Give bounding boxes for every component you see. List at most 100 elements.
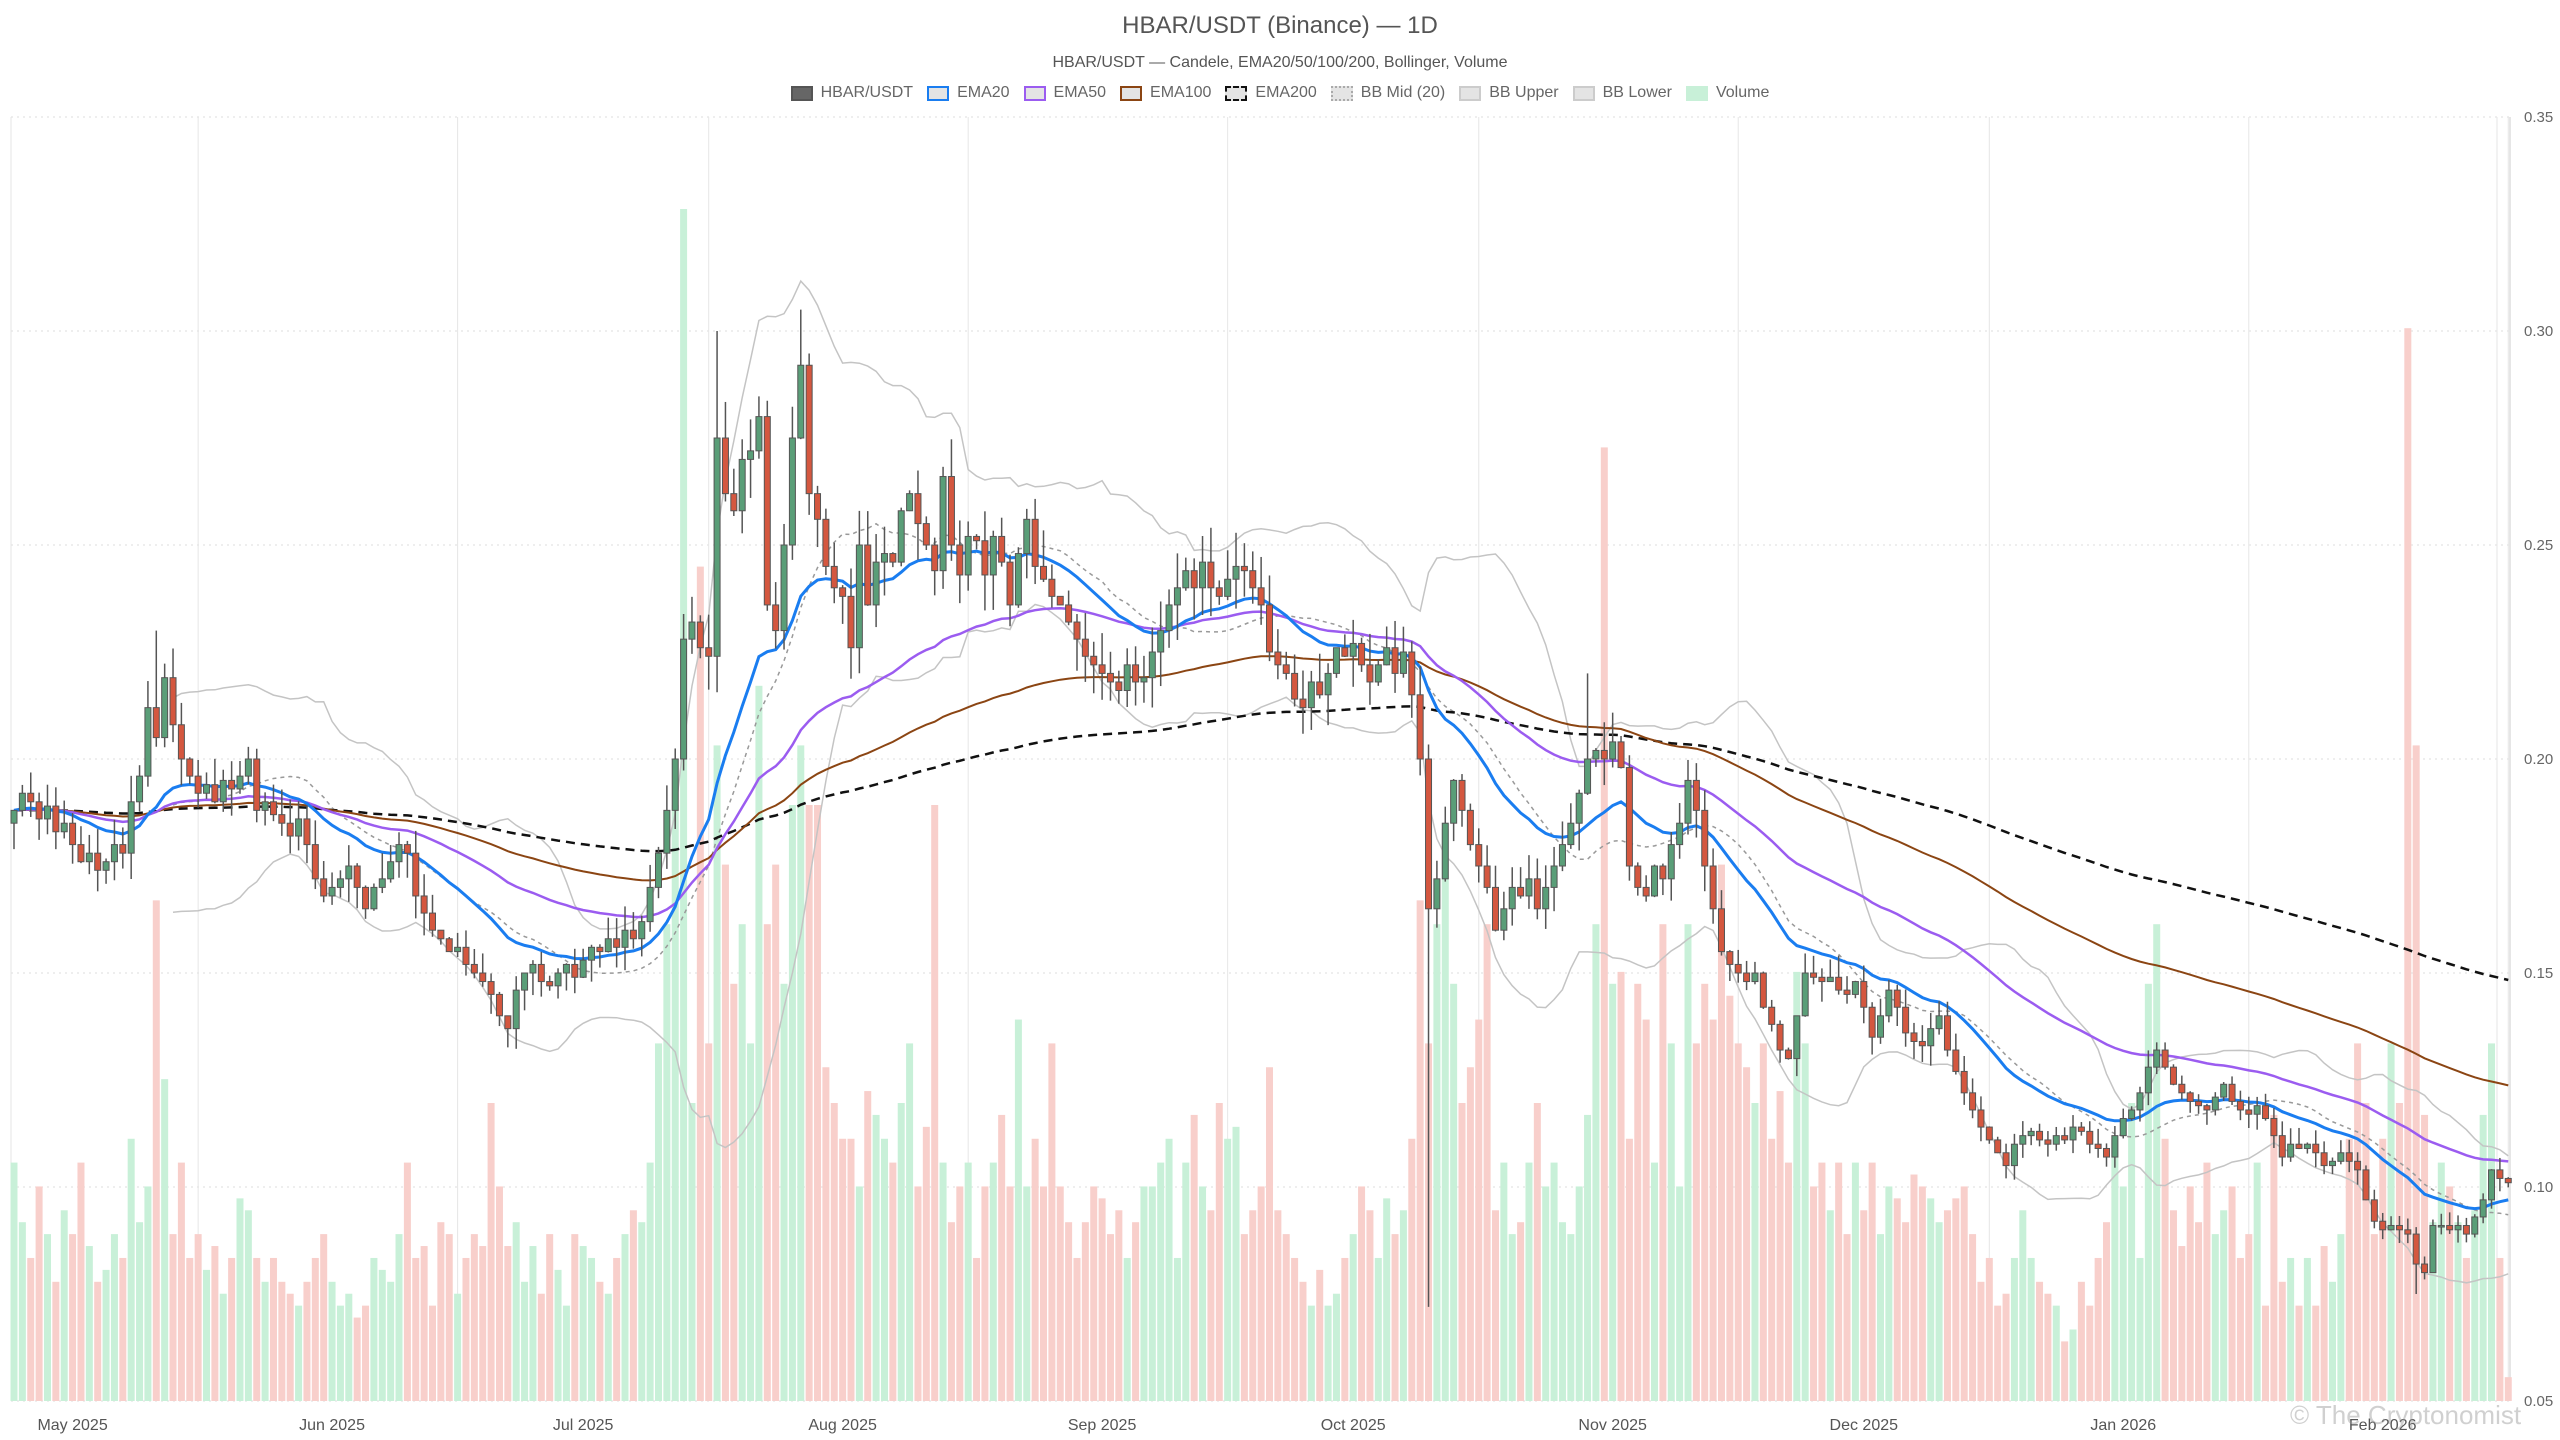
legend-item[interactable]: BB Lower bbox=[1572, 84, 1672, 102]
candle-body bbox=[763, 416, 771, 606]
candle-body bbox=[1282, 664, 1290, 674]
candle-body bbox=[2262, 1105, 2270, 1120]
candle bbox=[495, 991, 503, 1027]
legend-item[interactable]: Volume bbox=[1685, 84, 1769, 102]
candle-body bbox=[1056, 595, 1064, 606]
candle-body bbox=[127, 801, 135, 854]
candle-body bbox=[1324, 672, 1332, 696]
legend-item[interactable]: EMA200 bbox=[1225, 84, 1317, 102]
candle bbox=[1826, 959, 1834, 983]
candle-body bbox=[269, 801, 277, 816]
candle bbox=[420, 874, 428, 936]
candle bbox=[1274, 629, 1282, 680]
candle bbox=[1558, 821, 1566, 872]
volume-bar bbox=[1073, 1257, 1081, 1401]
candle-body bbox=[1734, 963, 1742, 974]
volume-bar bbox=[546, 1234, 554, 1401]
candle-body bbox=[161, 677, 169, 739]
volume-bar bbox=[2412, 745, 2420, 1401]
candle-body bbox=[1157, 630, 1165, 653]
legend-item[interactable]: HBAR/USDT bbox=[790, 84, 913, 102]
ema200-line bbox=[13, 705, 2509, 982]
volume-bar bbox=[588, 1257, 596, 1401]
candle-body bbox=[1801, 972, 1809, 1017]
volume-bar bbox=[2312, 1305, 2320, 1401]
candle-body bbox=[1751, 972, 1759, 983]
volume-bar bbox=[2220, 1210, 2228, 1401]
volume-bar bbox=[403, 1162, 411, 1401]
candle-body bbox=[747, 450, 755, 460]
candle bbox=[2236, 1090, 2244, 1121]
candle-body bbox=[2203, 1105, 2211, 1111]
volume-bar bbox=[94, 1281, 102, 1401]
candle-body bbox=[295, 818, 303, 837]
candle-body bbox=[219, 779, 227, 803]
candle-body bbox=[2278, 1135, 2286, 1158]
candle bbox=[1835, 955, 1843, 995]
candle-body bbox=[378, 878, 386, 888]
candle-body bbox=[1943, 1015, 1951, 1051]
legend-item[interactable]: BB Upper bbox=[1459, 84, 1559, 102]
candle-body bbox=[1868, 1006, 1876, 1038]
volume-bar bbox=[1065, 1222, 1073, 1401]
candle bbox=[1969, 1078, 1977, 1119]
candle bbox=[2027, 1127, 2035, 1146]
volume-bar bbox=[571, 1234, 579, 1401]
candle bbox=[872, 534, 880, 628]
candle-body bbox=[1784, 1049, 1792, 1060]
y-tick-label: 0.30 bbox=[2524, 323, 2553, 340]
candle-body bbox=[445, 938, 453, 953]
candle bbox=[1140, 655, 1148, 703]
volume-bar bbox=[261, 1281, 269, 1401]
candle-body bbox=[1148, 651, 1156, 679]
candle bbox=[1123, 648, 1131, 707]
candle-body bbox=[1399, 651, 1407, 674]
candle-body bbox=[429, 912, 436, 931]
volume-bar bbox=[1717, 864, 1725, 1401]
volume-bar bbox=[1960, 1186, 1968, 1401]
candle-body bbox=[2044, 1139, 2052, 1145]
legend-item[interactable]: BB Mid (20) bbox=[1330, 84, 1445, 102]
volume-bar bbox=[1692, 1043, 1700, 1401]
volume-bar bbox=[1801, 1043, 1809, 1401]
candle bbox=[1868, 1002, 1876, 1055]
candle bbox=[1977, 1096, 1985, 1142]
candle-body bbox=[2128, 1109, 2136, 1120]
candle-body bbox=[788, 437, 796, 546]
candle bbox=[2496, 1157, 2504, 1192]
candle bbox=[286, 799, 294, 854]
candle-body bbox=[2061, 1135, 2069, 1141]
volume-bar bbox=[914, 1186, 922, 1401]
candle-body bbox=[2312, 1143, 2320, 1154]
candle bbox=[973, 534, 981, 550]
volume-bar bbox=[1500, 1162, 1508, 1401]
candle bbox=[2370, 1189, 2378, 1229]
candle bbox=[1592, 748, 1600, 767]
volume-bar bbox=[35, 1186, 43, 1401]
candle-body bbox=[2153, 1049, 2161, 1068]
candle bbox=[2253, 1096, 2261, 1130]
candle bbox=[2010, 1133, 2018, 1180]
legend-item[interactable]: EMA50 bbox=[1023, 84, 1106, 102]
candle-body bbox=[328, 886, 336, 897]
candle bbox=[152, 630, 160, 747]
candle bbox=[1634, 862, 1642, 896]
candle bbox=[186, 757, 194, 785]
volume-bar bbox=[847, 1138, 855, 1401]
volume-bar bbox=[604, 1293, 612, 1401]
candle bbox=[1801, 953, 1809, 1017]
legend-item[interactable]: EMA20 bbox=[927, 84, 1010, 102]
candle-body bbox=[1625, 767, 1633, 867]
candle bbox=[119, 827, 127, 869]
candle-body bbox=[1508, 886, 1516, 910]
legend-item[interactable]: EMA100 bbox=[1120, 84, 1211, 102]
candle-body bbox=[1374, 664, 1382, 683]
candle-body bbox=[596, 946, 604, 953]
candle-body bbox=[1065, 604, 1073, 623]
candle bbox=[345, 845, 353, 902]
candle bbox=[487, 973, 495, 1014]
volume-bar bbox=[2077, 1281, 2085, 1401]
candle bbox=[412, 830, 420, 919]
candle-body bbox=[1483, 865, 1491, 888]
volume-bar bbox=[1299, 1281, 1307, 1401]
